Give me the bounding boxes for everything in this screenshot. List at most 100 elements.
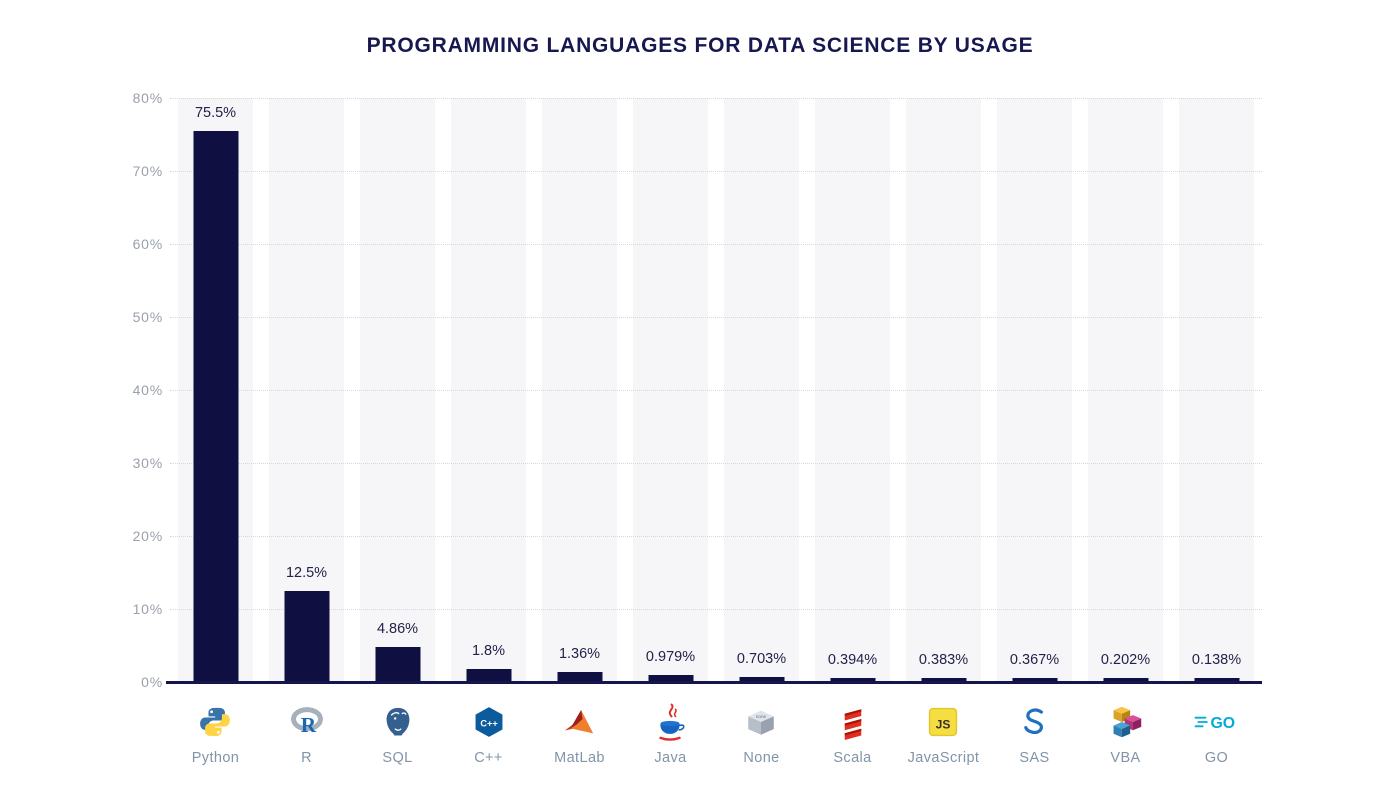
category-column: 0.979% Java	[625, 98, 716, 766]
category-label: JavaScript	[907, 750, 980, 766]
chart-title: PROGRAMMING LANGUAGES FOR DATA SCIENCE B…	[366, 34, 1034, 57]
column-footer: MatLab	[554, 702, 605, 766]
svg-text:GO: GO	[1210, 715, 1235, 732]
category-column: 0.703% none None	[716, 98, 807, 766]
bar-scala	[830, 678, 875, 682]
column-band	[542, 98, 617, 682]
svg-text:R: R	[300, 713, 316, 737]
column-footer: Java	[654, 702, 686, 766]
y-tick-label: 60%	[132, 236, 163, 252]
matlab-icon	[561, 702, 597, 742]
r-icon: R	[290, 702, 324, 742]
y-tick-label: 10%	[132, 601, 163, 617]
value-label: 75.5%	[194, 104, 237, 121]
column-band	[997, 98, 1072, 682]
y-tick-label: 70%	[132, 163, 163, 179]
value-label: 0.367%	[1009, 652, 1060, 668]
column-band	[1088, 98, 1163, 682]
column-plot: 0.367%	[989, 98, 1080, 682]
column-band	[815, 98, 890, 682]
value-label: 0.979%	[645, 648, 696, 665]
value-label: 4.86%	[376, 620, 419, 637]
category-column: 4.86% SQL	[352, 98, 443, 766]
value-label: 0.202%	[1100, 652, 1151, 668]
category-label: SAS	[1019, 750, 1050, 766]
column-band	[1179, 98, 1254, 682]
category-label: GO	[1204, 750, 1229, 766]
cpp-icon: C++	[472, 702, 506, 742]
category-label: R	[301, 750, 312, 766]
y-tick-label: 40%	[132, 382, 163, 398]
category-label: None	[743, 750, 780, 766]
category-label: C++	[474, 750, 503, 766]
column-plot: 4.86%	[352, 98, 443, 682]
java-icon	[654, 702, 686, 742]
bar-go	[1194, 678, 1239, 682]
bar-matlab	[557, 672, 602, 682]
javascript-icon: JS	[926, 702, 960, 742]
category-label: Python	[191, 750, 240, 766]
python-icon	[198, 702, 232, 742]
category-column: 1.36% MatLab	[534, 98, 625, 766]
column-plot: 0.383%	[898, 98, 989, 682]
category-label: Java	[654, 750, 687, 766]
value-label: 0.383%	[918, 652, 969, 668]
column-band	[724, 98, 799, 682]
category-label: MatLab	[554, 750, 605, 766]
category-column: 12.5% R R	[261, 98, 352, 766]
value-label: 1.36%	[558, 646, 601, 663]
y-tick-label: 30%	[132, 455, 163, 471]
category-column: 0.367% SAS	[989, 98, 1080, 766]
vba-cubes-icon	[1108, 702, 1144, 742]
go-icon: GO	[1194, 702, 1240, 742]
column-plot: 0.138%	[1171, 98, 1262, 682]
svg-text:none: none	[756, 714, 767, 719]
svg-text:JS: JS	[936, 717, 951, 731]
category-label: Scala	[833, 750, 872, 766]
value-label: 0.394%	[827, 652, 878, 668]
y-tick-label: 50%	[132, 309, 163, 325]
value-label: 0.703%	[736, 650, 787, 667]
category-label: SQL	[382, 750, 413, 766]
column-plot: 1.36%	[534, 98, 625, 682]
column-plot: 1.8%	[443, 98, 534, 682]
category-column: 0.202% VBA	[1080, 98, 1171, 766]
category-column: 75.5% Python	[170, 98, 261, 766]
column-footer: SAS	[1018, 702, 1052, 766]
bar-sql	[375, 646, 420, 682]
column-footer: GO GO	[1194, 702, 1240, 766]
y-axis: 0% 10% 20% 30% 40% 50% 60% 70% 80%	[0, 90, 163, 690]
column-band	[906, 98, 981, 682]
bar-none	[739, 676, 784, 682]
plot-area: 75.5% Python 12.5% R R 4.86% SQL 1.8% C++ C…	[166, 98, 1262, 766]
category-label: VBA	[1110, 750, 1141, 766]
column-plot: 0.394%	[807, 98, 898, 682]
column-footer: JS JavaScript	[908, 702, 980, 766]
column-band	[633, 98, 708, 682]
column-plot: 0.202%	[1080, 98, 1171, 682]
column-plot: 0.979%	[625, 98, 716, 682]
value-label: 0.138%	[1191, 652, 1242, 668]
column-plot: 0.703%	[716, 98, 807, 682]
category-column: 0.394% Scala	[807, 98, 898, 766]
value-label: 1.8%	[471, 642, 506, 659]
y-tick-label: 80%	[132, 90, 163, 106]
none-cube-icon: none	[744, 702, 778, 742]
category-column: 0.383% JS JavaScript	[898, 98, 989, 766]
sas-icon	[1018, 702, 1052, 742]
svg-text:C++: C++	[480, 718, 497, 728]
column-band	[451, 98, 526, 682]
y-tick-label: 0%	[141, 674, 163, 690]
column-footer: R R	[290, 702, 324, 766]
scala-icon	[839, 702, 867, 742]
column-footer: Python	[192, 702, 240, 766]
column-footer: none None	[743, 702, 779, 766]
category-column: 0.138% GO GO	[1171, 98, 1262, 766]
postgresql-elephant-icon	[381, 702, 415, 742]
bar-sas	[1012, 678, 1057, 682]
bar-javascript	[921, 678, 966, 682]
column-footer: VBA	[1108, 702, 1144, 766]
column-plot: 75.5%	[170, 98, 261, 682]
category-column: 1.8% C++ C++	[443, 98, 534, 766]
